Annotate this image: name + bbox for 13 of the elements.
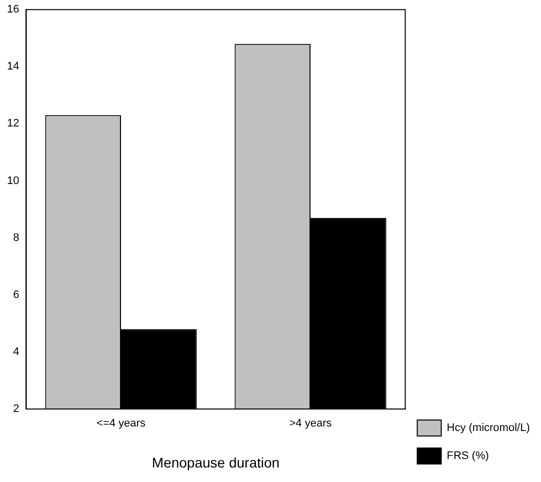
x-axis-title: Menopause duration <box>152 454 280 470</box>
y-tick-label: 14 <box>6 60 20 73</box>
x-tick-label: <=4 years <box>96 418 146 430</box>
y-tick-label: 4 <box>13 346 20 358</box>
legend-label: Hcy (micromol/L) <box>446 422 530 434</box>
legend-label: FRS (%) <box>446 450 489 462</box>
y-tick-label: 10 <box>6 174 20 187</box>
y-tick-label: 8 <box>13 232 20 244</box>
y-tick-label: 16 <box>6 4 20 16</box>
x-tick-label: >4 years <box>289 418 332 430</box>
y-tick-label: 2 <box>13 403 20 416</box>
y-tick-label: 12 <box>6 118 20 130</box>
y-tick-label: 6 <box>13 288 20 301</box>
